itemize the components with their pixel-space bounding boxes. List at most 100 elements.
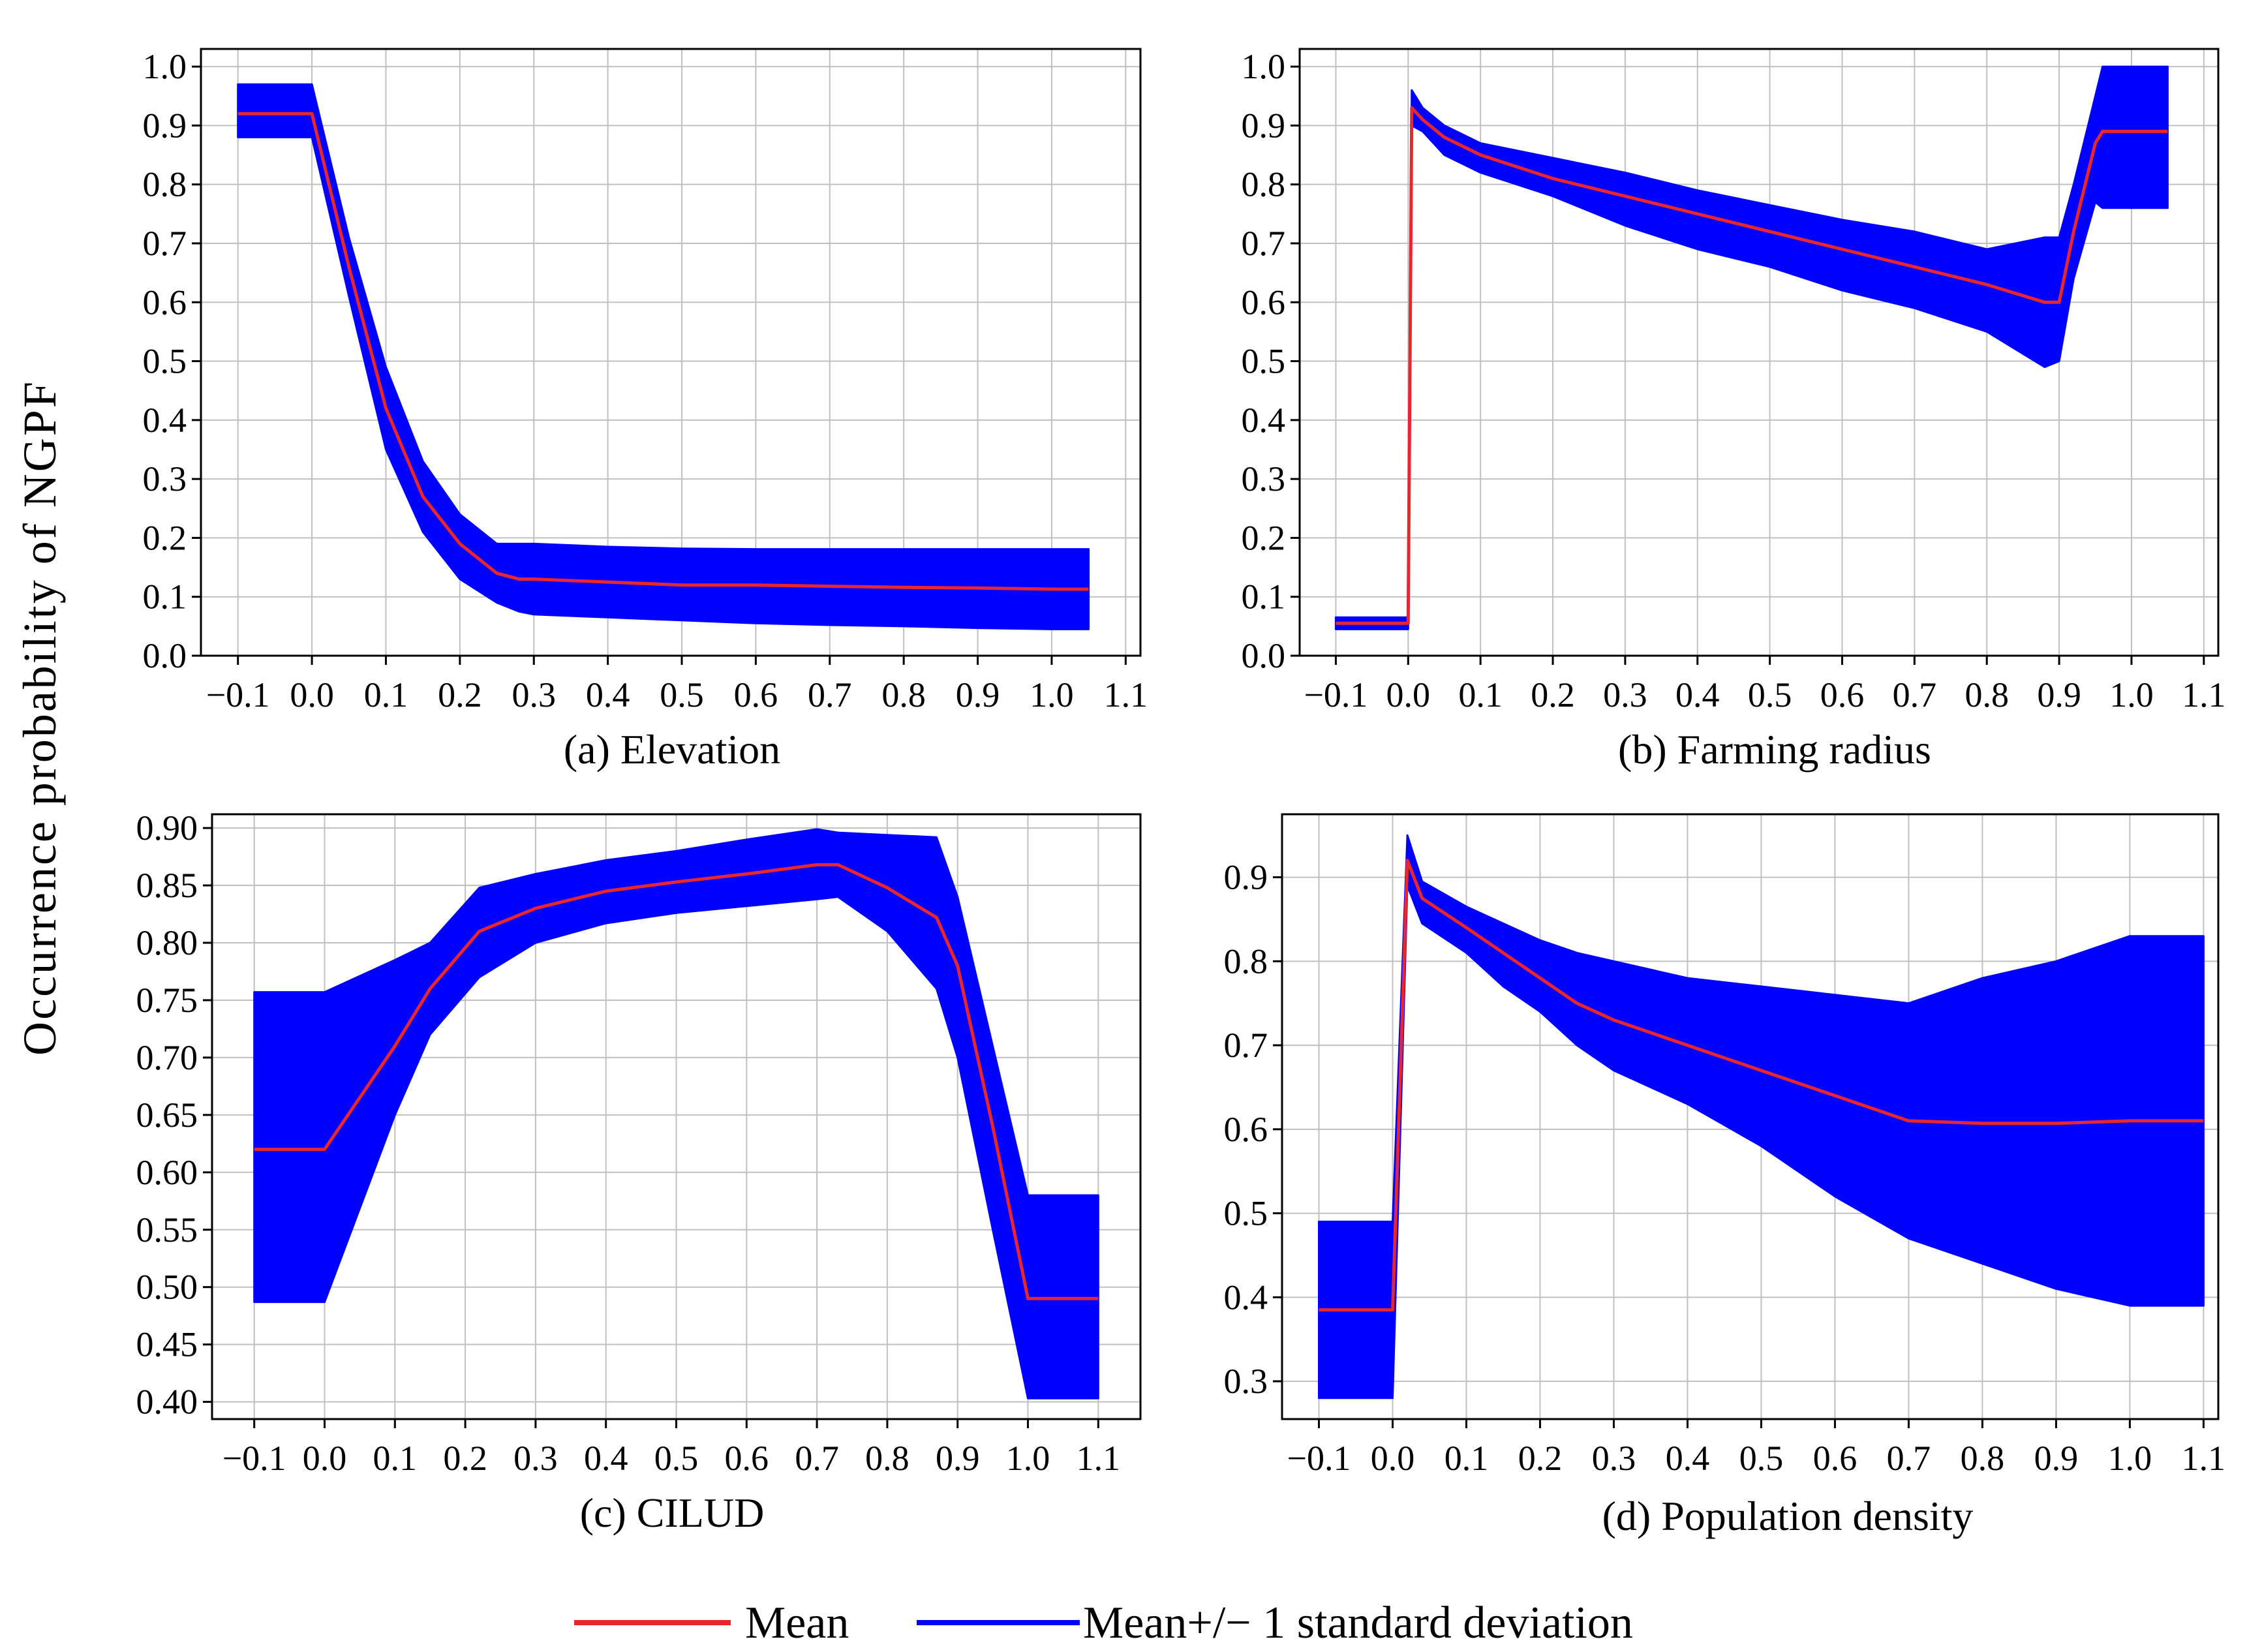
panel-b-ytick-label: 0.5 [1242, 342, 1286, 381]
panel-b-frame [1298, 48, 2220, 657]
panel-b-mean-line [1336, 106, 2168, 625]
panel-a-xtick-label: 0.0 [290, 675, 334, 714]
panel-d-xtick-label: 0.9 [2034, 1439, 2079, 1478]
panel-a-xtick-label: 0.5 [660, 675, 704, 714]
y-axis-label: Occurrence probability of NGPF [14, 380, 66, 1056]
panel-d-xtick-label: 0.2 [1518, 1439, 1563, 1478]
panel-b-ytick-label: 0.1 [1242, 577, 1286, 617]
panel-d-frame [1281, 813, 2220, 1420]
panel-d-xtick-label: 1.0 [2108, 1439, 2152, 1478]
panel-c: −0.1 0.0 0.1 0.2 0.3 0.4 0.5 0.6 0.7 0.8 0.9 1.0 1.1… [136, 808, 1142, 1478]
panel-a-frame [200, 48, 1142, 657]
panel-c-ytick-label: 0.60 [136, 1153, 198, 1192]
panel-c-xtick-label: 0.2 [443, 1439, 487, 1478]
panel-d-xtick-label: 0.1 [1444, 1439, 1489, 1478]
legend-std-label: Mean+/− 1 standard deviation [1083, 1598, 1633, 1648]
panel-b-xtick-label: 1.0 [2109, 675, 2154, 714]
panel-a-xtick-label: 0.2 [438, 675, 482, 714]
panel-d-ytick-label: 0.5 [1224, 1194, 1268, 1233]
panel-c-xtick-label: 1.1 [1077, 1439, 1121, 1478]
panel-d-ytick-label: 0.9 [1224, 858, 1268, 897]
panel-a-ytick-label: 0.9 [143, 106, 187, 145]
panel-a-ytick-label: 1.0 [143, 47, 187, 86]
panel-a-xtick-label: 0.8 [881, 675, 926, 714]
panel-c-xtick-label: 0.7 [795, 1439, 839, 1478]
panel-a-ytick-label: 0.5 [143, 342, 187, 381]
panel-d-std-band [1318, 834, 2205, 1400]
panel-b-xtick-label: 0.5 [1748, 675, 1792, 714]
panel-b-xtick-label: 0.7 [1893, 675, 1937, 714]
panel-a-ytick-label: 0.4 [143, 401, 187, 440]
legend-mean-label: Mean [745, 1598, 849, 1648]
panel-a-xtick-label: 0.9 [956, 675, 1000, 714]
panel-d-xtick-label: 0.8 [1961, 1439, 2005, 1478]
panel-a-ytick-label: 0.0 [143, 636, 187, 675]
panel-c-std-band [253, 828, 1099, 1400]
panel-b-xtick-label: 1.1 [2182, 675, 2226, 714]
panel-d-xtick-label: 0.7 [1887, 1439, 1931, 1478]
panel-c-xtick-label: −0.1 [222, 1439, 286, 1478]
panel-d-ytick-label: 0.8 [1224, 941, 1268, 981]
panel-d-ytick-label: 0.4 [1224, 1277, 1268, 1317]
panel-a-ytick-label: 0.6 [143, 283, 187, 322]
panel-b-ytick-label: 0.7 [1242, 224, 1286, 263]
panel-b-ytick-label: 0.0 [1242, 636, 1286, 675]
panel-c-ytick-label: 0.70 [136, 1038, 198, 1077]
panel-d-xtick-label: −0.1 [1287, 1439, 1351, 1478]
panel-b-caption: (b) Farming radius [1618, 726, 1931, 772]
panel-a-ytick-label: 0.3 [143, 459, 187, 498]
panel-c-ytick-label: 0.45 [136, 1325, 198, 1364]
panel-d-xtick-label: 0.3 [1592, 1439, 1636, 1478]
panel-b: −0.1 0.0 0.1 0.2 0.3 0.4 0.5 0.6 0.7 0.8 0.9 1.0 1.1… [1242, 47, 2226, 714]
panel-b-ytick-label: 0.3 [1242, 459, 1286, 498]
panel-d-ytick-label: 0.7 [1224, 1026, 1268, 1065]
panel-b-xtick-label: −0.1 [1304, 675, 1368, 714]
panel-a-ytick-label: 0.2 [143, 518, 187, 557]
panel-b-xtick-label: 0.0 [1386, 675, 1431, 714]
panel-c-ytick-label: 0.55 [136, 1210, 198, 1249]
panel-a-xtick-label: 0.6 [734, 675, 778, 714]
panel-a-std-band [237, 83, 1090, 630]
panel-b-std-band [1334, 65, 2169, 630]
panel-c-xtick-label: 0.9 [936, 1439, 980, 1478]
panel-d-caption: (d) Population density [1602, 1493, 1974, 1539]
panel-d-xtick-label: 0.5 [1739, 1439, 1784, 1478]
panel-b-ytick-label: 0.4 [1242, 401, 1286, 440]
panel-c-ytick-label: 0.50 [136, 1268, 198, 1307]
panel-c-xtick-label: 0.1 [373, 1439, 418, 1478]
panel-d: −0.1 0.0 0.1 0.2 0.3 0.4 0.5 0.6 0.7 0.8 0.9 1.0 1.1… [1224, 813, 2225, 1478]
panel-c-xtick-label: 0.6 [725, 1439, 769, 1478]
panel-c-xtick-label: 0.8 [865, 1439, 910, 1478]
panel-c-mean-line [254, 863, 1099, 1300]
panel-b-xtick-label: 0.3 [1603, 675, 1647, 714]
panel-c-ytick-label: 0.80 [136, 923, 198, 962]
panel-b-xtick-label: 0.4 [1675, 675, 1720, 714]
panel-a-xtick-label: 1.0 [1030, 675, 1074, 714]
panel-c-xtick-label: 0.3 [513, 1439, 558, 1478]
panel-a-ytick-label: 0.8 [143, 165, 187, 204]
panel-b-ytick-label: 1.0 [1242, 47, 1286, 86]
panel-c-ytick-label: 0.65 [136, 1095, 198, 1135]
panel-c-xtick-label: 0.4 [584, 1439, 628, 1478]
panel-c-caption: (c) CILUD [580, 1490, 765, 1536]
panel-a-xtick-label: 0.3 [512, 675, 556, 714]
panel-a-xtick-label: 0.7 [808, 675, 852, 714]
panel-c-xtick-label: 0.5 [654, 1439, 699, 1478]
panel-a-caption: (a) Elevation [564, 726, 780, 772]
panel-c-xtick-label: 1.0 [1006, 1439, 1050, 1478]
panel-d-xtick-label: 0.0 [1371, 1439, 1415, 1478]
panel-b-xtick-label: 0.1 [1458, 675, 1503, 714]
panel-d-xtick-label: 0.6 [1813, 1439, 1857, 1478]
panel-a-xtick-label: −0.1 [206, 675, 270, 714]
panel-c-xtick-label: 0.0 [303, 1439, 347, 1478]
panel-b-xtick-label: 0.8 [1964, 675, 2009, 714]
panel-a-ytick-label: 0.1 [143, 577, 187, 617]
panel-a-ytick-label: 0.7 [143, 224, 187, 263]
panel-b-ytick-label: 0.2 [1242, 518, 1286, 557]
panel-c-ytick-label: 0.85 [136, 866, 198, 905]
panel-d-ytick-label: 0.3 [1224, 1362, 1268, 1401]
panel-b-xtick-label: 0.9 [2037, 675, 2081, 714]
panel-b-xtick-label: 0.2 [1531, 675, 1575, 714]
panel-d-mean-line [1319, 859, 2204, 1312]
